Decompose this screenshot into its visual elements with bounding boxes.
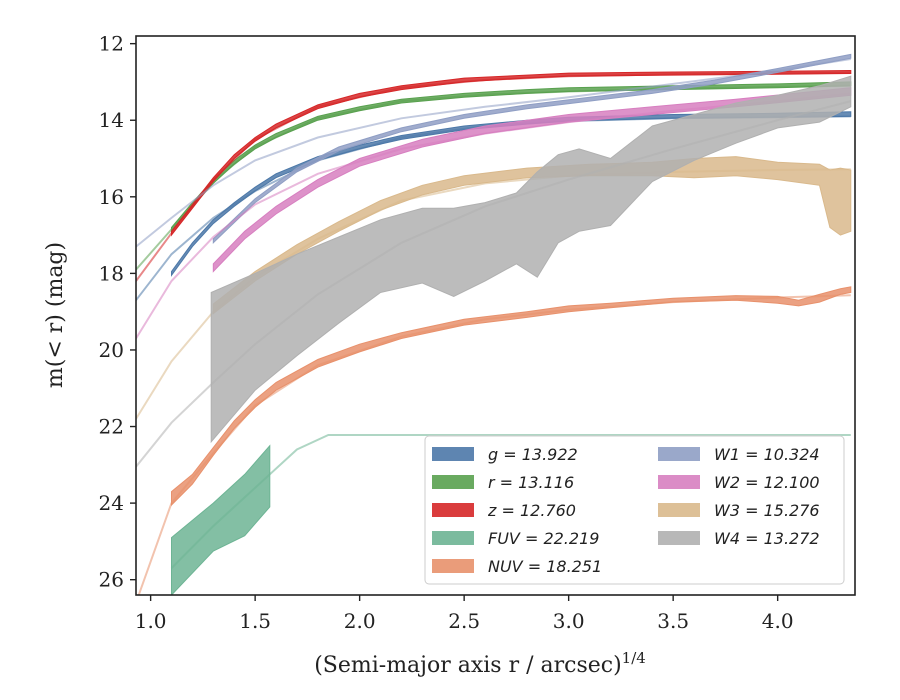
legend-label-w1: W1 = 10.324 — [714, 445, 820, 464]
model-curve-w3 — [136, 168, 851, 420]
legend-swatch-w3 — [658, 503, 700, 517]
legend-label-r: r = 13.116 — [488, 473, 574, 492]
legend: g = 13.922 r = 13.116 z = 12.760 FUV = 22.2… — [424, 435, 845, 585]
legend-label-w3: W3 = 15.276 — [714, 501, 820, 520]
legend-label-fuv: FUV = 22.219 — [488, 529, 599, 548]
x-axis-title-exponent: 1/4 — [622, 649, 646, 667]
legend-swatch-nuv — [432, 559, 474, 573]
legend-label-w2: W2 = 12.100 — [714, 473, 820, 492]
y-tick-label: 20 — [99, 338, 124, 362]
band-w4 — [210, 75, 852, 444]
x-tick-label: 3.5 — [657, 609, 689, 633]
series-layer — [136, 53, 852, 595]
legend-swatch-z — [432, 503, 474, 517]
legend-label-nuv: NUV = 18.251 — [488, 557, 602, 576]
x-tick-label: 1.0 — [135, 609, 167, 633]
x-tick-label: 4.0 — [762, 609, 794, 633]
legend-swatch-w1 — [658, 447, 700, 461]
y-axis-title: m(< r) (mag) — [43, 242, 68, 388]
legend-swatch-g — [432, 447, 474, 461]
model-curve-w1 — [136, 58, 851, 248]
x-axis: 1.0 1.5 2.0 2.5 3.0 3.5 4.0 — [135, 595, 794, 633]
x-tick-label: 3.0 — [553, 609, 585, 633]
y-tick-label: 24 — [99, 491, 124, 515]
y-tick-label: 18 — [99, 261, 124, 285]
x-tick-label: 2.0 — [344, 609, 376, 633]
band-nuv — [171, 286, 852, 507]
x-tick-label: 1.5 — [239, 609, 271, 633]
plot-frame — [135, 35, 856, 596]
legend-swatch-fuv — [432, 531, 474, 545]
y-tick-label: 12 — [99, 32, 124, 56]
y-tick-label: 16 — [99, 185, 124, 209]
model-curve-w2 — [136, 92, 851, 340]
x-tick-label: 2.5 — [448, 609, 480, 633]
model-curve-fuv — [170, 434, 851, 569]
y-tick-label: 14 — [99, 108, 124, 132]
legend-swatch-w4 — [658, 531, 700, 545]
legend-frame — [424, 435, 845, 585]
legend-label-z: z = 12.760 — [487, 501, 576, 520]
legend-label-g: g = 13.922 — [488, 445, 578, 464]
y-tick-label: 22 — [99, 415, 124, 439]
model-curve-nuv — [137, 294, 851, 595]
y-axis: 12 14 16 18 20 22 24 26 — [99, 32, 136, 592]
legend-label-w4: W4 = 13.272 — [714, 529, 820, 548]
model-curve-z — [136, 71, 851, 282]
model-curve-w4 — [136, 100, 852, 468]
legend-swatch-r — [432, 475, 474, 489]
band-g — [171, 111, 852, 277]
x-axis-title: (Semi-major axis r / arcsec)1/4 — [314, 649, 646, 678]
legend-swatch-w2 — [658, 475, 700, 489]
band-w1 — [212, 53, 852, 244]
y-tick-label: 26 — [99, 568, 124, 592]
